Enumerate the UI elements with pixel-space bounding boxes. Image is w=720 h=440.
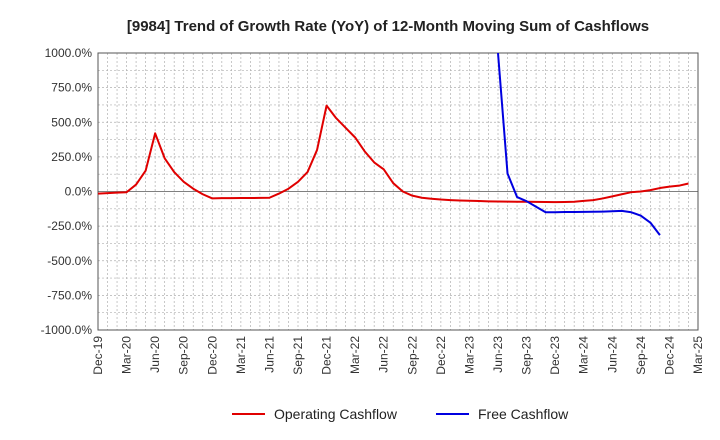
- x-tick-label: Mar-21: [234, 336, 248, 374]
- x-tick-label: Jun-23: [491, 336, 505, 373]
- series-lines: [98, 53, 689, 236]
- axes: [97, 52, 699, 331]
- x-tick-label: Dec-19: [91, 336, 105, 375]
- y-tick-label: -750.0%: [47, 288, 92, 302]
- legend: Operating Cashflow Free Cashflow: [232, 406, 569, 422]
- y-tick-label: 0.0%: [65, 185, 93, 199]
- x-tick-label: Dec-23: [548, 336, 562, 375]
- x-tick-label: Jun-24: [605, 336, 619, 373]
- chart-title: [9984] Trend of Growth Rate (YoY) of 12-…: [127, 18, 649, 35]
- x-tick-label: Dec-20: [205, 336, 219, 375]
- x-tick-label: Jun-20: [148, 336, 162, 373]
- x-tick-label: Sep-20: [177, 336, 191, 375]
- plot-frame: [97, 52, 699, 331]
- x-tick-labels: Dec-19 Mar-20 Jun-20 Sep-20 Dec-20 Mar-21 Jun-…: [91, 336, 705, 375]
- y-tick-label: 1000.0%: [45, 46, 93, 60]
- legend-label-operating: Operating Cashflow: [274, 406, 398, 422]
- series-line-operating-cashflow: [98, 104, 689, 204]
- x-tick-label: Sep-22: [405, 336, 419, 375]
- y-tick-labels: 1000.0% 750.0% 500.0% 250.0% 0.0% -250.0% -500…: [41, 46, 93, 337]
- x-tick-label: Mar-24: [577, 336, 591, 374]
- x-tick-label: Sep-23: [520, 336, 534, 375]
- y-tick-label: 750.0%: [51, 81, 92, 95]
- x-tick-label: Mar-23: [462, 336, 476, 374]
- y-tick-label: 250.0%: [51, 150, 92, 164]
- x-tick-label: Mar-25: [691, 336, 705, 374]
- x-tick-label: Dec-24: [662, 336, 676, 375]
- x-tick-label: Jun-22: [377, 336, 391, 373]
- x-tick-label: Dec-21: [320, 336, 334, 375]
- y-tick-label: -1000.0%: [41, 323, 93, 337]
- y-tick-label: -500.0%: [47, 254, 92, 268]
- y-tick-label: 500.0%: [51, 115, 92, 129]
- x-tick-label: Mar-20: [120, 336, 134, 374]
- x-tick-label: Jun-21: [262, 336, 276, 373]
- x-tick-label: Dec-22: [434, 336, 448, 375]
- x-tick-label: Sep-24: [634, 336, 648, 375]
- legend-label-free: Free Cashflow: [478, 406, 569, 422]
- y-tick-label: -250.0%: [47, 219, 92, 233]
- series-line-free-cashflow: [497, 53, 661, 236]
- x-tick-label: Mar-22: [348, 336, 362, 374]
- x-tick-label: Sep-21: [291, 336, 305, 375]
